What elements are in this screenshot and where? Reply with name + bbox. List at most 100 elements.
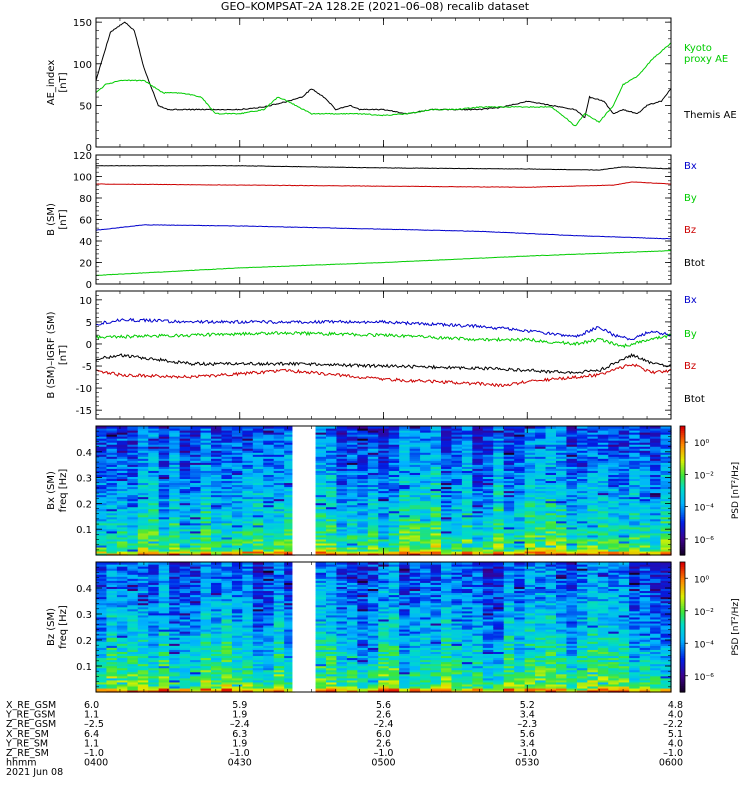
spectrogram-cell bbox=[273, 552, 285, 556]
spectrogram-cell bbox=[535, 452, 547, 455]
spectrogram-cell bbox=[221, 446, 233, 449]
spectrogram-cell bbox=[535, 514, 547, 518]
spectrogram-cell bbox=[221, 486, 233, 490]
spectrogram-cell bbox=[273, 502, 285, 506]
spectrogram-cell bbox=[357, 528, 369, 532]
spectrogram-cell bbox=[127, 478, 139, 482]
spectrogram-cell bbox=[336, 528, 348, 532]
spectrogram-cell bbox=[420, 536, 432, 540]
spectrogram-cell bbox=[660, 538, 672, 542]
colorbar-cell bbox=[680, 503, 685, 507]
spectrogram-cell bbox=[179, 552, 191, 556]
spectrogram-cell bbox=[190, 442, 202, 445]
spectrogram-cell bbox=[127, 500, 139, 504]
spectrogram-cell bbox=[430, 482, 442, 486]
spectrogram-cell bbox=[336, 516, 348, 520]
spectrogram-cell bbox=[388, 466, 400, 469]
spectrogram-cell bbox=[576, 474, 588, 477]
spectrogram-cell bbox=[650, 456, 662, 459]
spectrogram-cell bbox=[200, 586, 212, 590]
spectrogram-cell bbox=[451, 456, 463, 459]
spectrogram-cell bbox=[545, 544, 557, 548]
spectrogram-cell bbox=[137, 480, 149, 484]
spectrogram-cell bbox=[357, 534, 369, 538]
spectrogram-cell bbox=[451, 552, 463, 556]
spectrogram-cell bbox=[179, 538, 191, 542]
spectrogram-cell bbox=[587, 470, 599, 473]
spectrogram-cell bbox=[388, 430, 400, 433]
spectrogram-cell bbox=[116, 637, 128, 640]
colorbar-cell bbox=[680, 539, 685, 543]
spectrogram-cell bbox=[503, 494, 515, 498]
spectrogram-cell bbox=[629, 440, 641, 443]
spectrogram-cell bbox=[326, 466, 338, 469]
spectrogram-cell bbox=[148, 468, 160, 471]
spectrogram-cell bbox=[116, 620, 128, 624]
spectrogram-cell bbox=[514, 504, 526, 508]
spectrogram-cell bbox=[116, 649, 128, 652]
spectrogram-cell bbox=[242, 524, 254, 528]
spectrogram-cell bbox=[263, 460, 275, 463]
spectrogram-cell bbox=[127, 494, 139, 498]
spectrogram-cell bbox=[524, 500, 536, 504]
spectrogram-cell bbox=[451, 506, 463, 510]
spectrogram-cell bbox=[190, 546, 202, 550]
spectrogram-cell bbox=[231, 442, 243, 445]
spectrogram-cell bbox=[472, 514, 484, 518]
spectrogram-cell bbox=[399, 536, 411, 540]
spectrogram-cell bbox=[127, 542, 139, 546]
spectrogram-cell bbox=[545, 504, 557, 508]
spectrogram-cell bbox=[472, 450, 484, 453]
spectrogram-cell bbox=[587, 466, 599, 469]
spectrogram-cell bbox=[315, 466, 327, 469]
spectrogram-cell bbox=[430, 514, 442, 518]
spectrogram-cell bbox=[179, 590, 191, 594]
spectrogram-cell bbox=[231, 550, 243, 554]
spectrogram-cell bbox=[158, 486, 170, 490]
spectrogram-cell bbox=[597, 510, 609, 514]
spectrogram-cell bbox=[461, 476, 473, 480]
spectrogram-cell bbox=[535, 536, 547, 540]
spectrogram-cell bbox=[639, 456, 651, 459]
spectrogram-cell bbox=[524, 486, 536, 490]
spectrogram-cell bbox=[200, 602, 212, 606]
spectrogram-cell bbox=[378, 524, 390, 528]
spectrogram-cell bbox=[441, 516, 453, 520]
spectrogram-cell bbox=[190, 500, 202, 504]
spectrogram-cell bbox=[357, 462, 369, 465]
spectrogram-cell bbox=[179, 616, 191, 620]
spectrogram-cell bbox=[221, 480, 233, 484]
spectrogram-cell bbox=[190, 476, 202, 480]
spectrogram-cell bbox=[451, 448, 463, 451]
y-axis-unit: [nT] bbox=[58, 345, 69, 365]
spectrogram-cell bbox=[127, 687, 139, 691]
spectrogram-cell bbox=[242, 486, 254, 490]
spectrogram-cell bbox=[148, 614, 160, 618]
spectrogram-cell bbox=[409, 464, 421, 467]
spectrogram-cell bbox=[430, 430, 442, 433]
spectrogram-cell bbox=[576, 460, 588, 463]
spectrogram-cell bbox=[388, 498, 400, 502]
spectrogram-cell bbox=[346, 508, 358, 512]
spectrogram-cell bbox=[137, 500, 149, 504]
spectrogram-cell bbox=[169, 520, 181, 524]
spectrogram-cell bbox=[451, 432, 463, 435]
spectrogram-cell bbox=[221, 610, 233, 614]
spectrogram-cell bbox=[608, 512, 620, 516]
spectrogram-cell bbox=[190, 610, 202, 614]
spectrogram-cell bbox=[169, 659, 181, 663]
legend-label-kyoto-proxy-ae: Kyoto bbox=[684, 43, 712, 54]
spectrogram-cell bbox=[608, 526, 620, 530]
spectrogram-cell bbox=[524, 534, 536, 538]
spectrogram-cell bbox=[127, 564, 139, 567]
spectrogram-cell bbox=[96, 618, 108, 622]
spectrogram-cell bbox=[597, 438, 609, 441]
spectrogram-cell bbox=[514, 430, 526, 433]
spectrogram-cell bbox=[211, 548, 223, 552]
spectrogram-cell bbox=[409, 546, 421, 550]
spectrogram-cell bbox=[158, 550, 170, 554]
spectrogram-cell bbox=[148, 667, 160, 671]
spectrogram-cell bbox=[650, 426, 662, 429]
spectrogram-cell bbox=[221, 502, 233, 506]
spectrogram-cell bbox=[200, 679, 212, 683]
